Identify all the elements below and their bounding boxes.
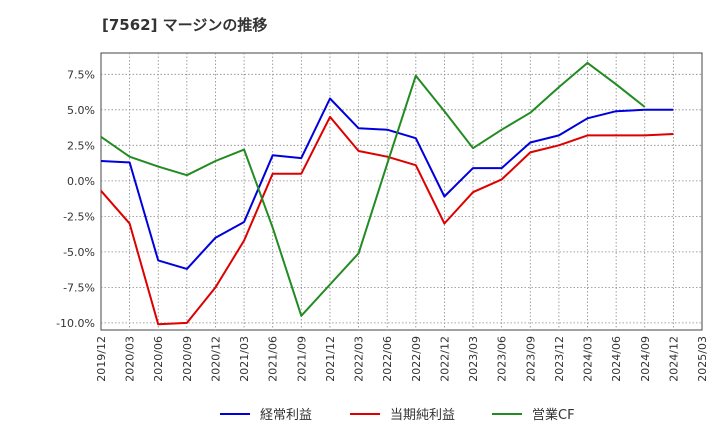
y-tick-label: 0.0%	[67, 175, 95, 188]
legend-label: 当期純利益	[390, 408, 455, 423]
x-tick-label: 2023/03	[467, 336, 480, 382]
y-tick-label: 7.5%	[67, 68, 95, 81]
x-tick-label: 2021/09	[295, 336, 308, 382]
x-tick-label: 2024/03	[582, 336, 595, 382]
y-tick-label: 2.5%	[67, 139, 95, 152]
x-tick-label: 2024/09	[639, 336, 652, 382]
y-tick-label: -7.5%	[63, 281, 95, 294]
legend-label: 経常利益	[260, 408, 312, 423]
y-tick-label: -10.0%	[56, 317, 95, 330]
y-tick-label: -2.5%	[63, 210, 95, 223]
x-tick-label: 2019/12	[95, 336, 108, 382]
x-tick-label: 2023/06	[496, 336, 509, 382]
legend: 経常利益 当期純利益 営業CF	[220, 407, 575, 423]
series-lines	[100, 61, 674, 326]
x-tick-label: 2022/12	[438, 336, 451, 382]
plot-area	[100, 52, 703, 331]
x-tick-label: 2022/09	[410, 336, 423, 382]
y-tick-label: -5.0%	[63, 246, 95, 259]
x-tick-label: 2023/09	[524, 336, 537, 382]
x-tick-label: 2021/06	[267, 336, 280, 382]
x-tick-label: 2024/12	[667, 336, 680, 382]
x-tick-label: 2020/12	[209, 336, 222, 382]
x-tick-label: 2023/12	[553, 336, 566, 382]
x-tick-label: 2021/03	[238, 336, 251, 382]
x-tick-label: 2020/09	[181, 336, 194, 382]
chart-title: [7562] マージンの推移	[102, 16, 267, 34]
x-tick-label: 2022/06	[381, 336, 394, 382]
y-axis: 7.5% 5.0% 2.5% 0.0% -2.5% -5.0% -7.5% -10.0%	[56, 68, 95, 330]
x-tick-label: 2021/12	[324, 336, 337, 382]
series-line-3	[100, 61, 646, 317]
legend-label: 営業CF	[532, 407, 575, 423]
x-tick-label: 2022/03	[353, 336, 366, 382]
x-tick-label: 2024/06	[610, 336, 623, 382]
x-tick-label: 2020/03	[124, 336, 137, 382]
x-tick-label: 2025/03	[696, 336, 709, 382]
series-line-1	[100, 97, 674, 270]
y-tick-label: 5.0%	[67, 104, 95, 117]
x-tick-label: 2020/06	[152, 336, 165, 382]
x-axis: 2019/12 2020/03 2020/06 2020/09 2020/12 2021/…	[95, 336, 709, 382]
